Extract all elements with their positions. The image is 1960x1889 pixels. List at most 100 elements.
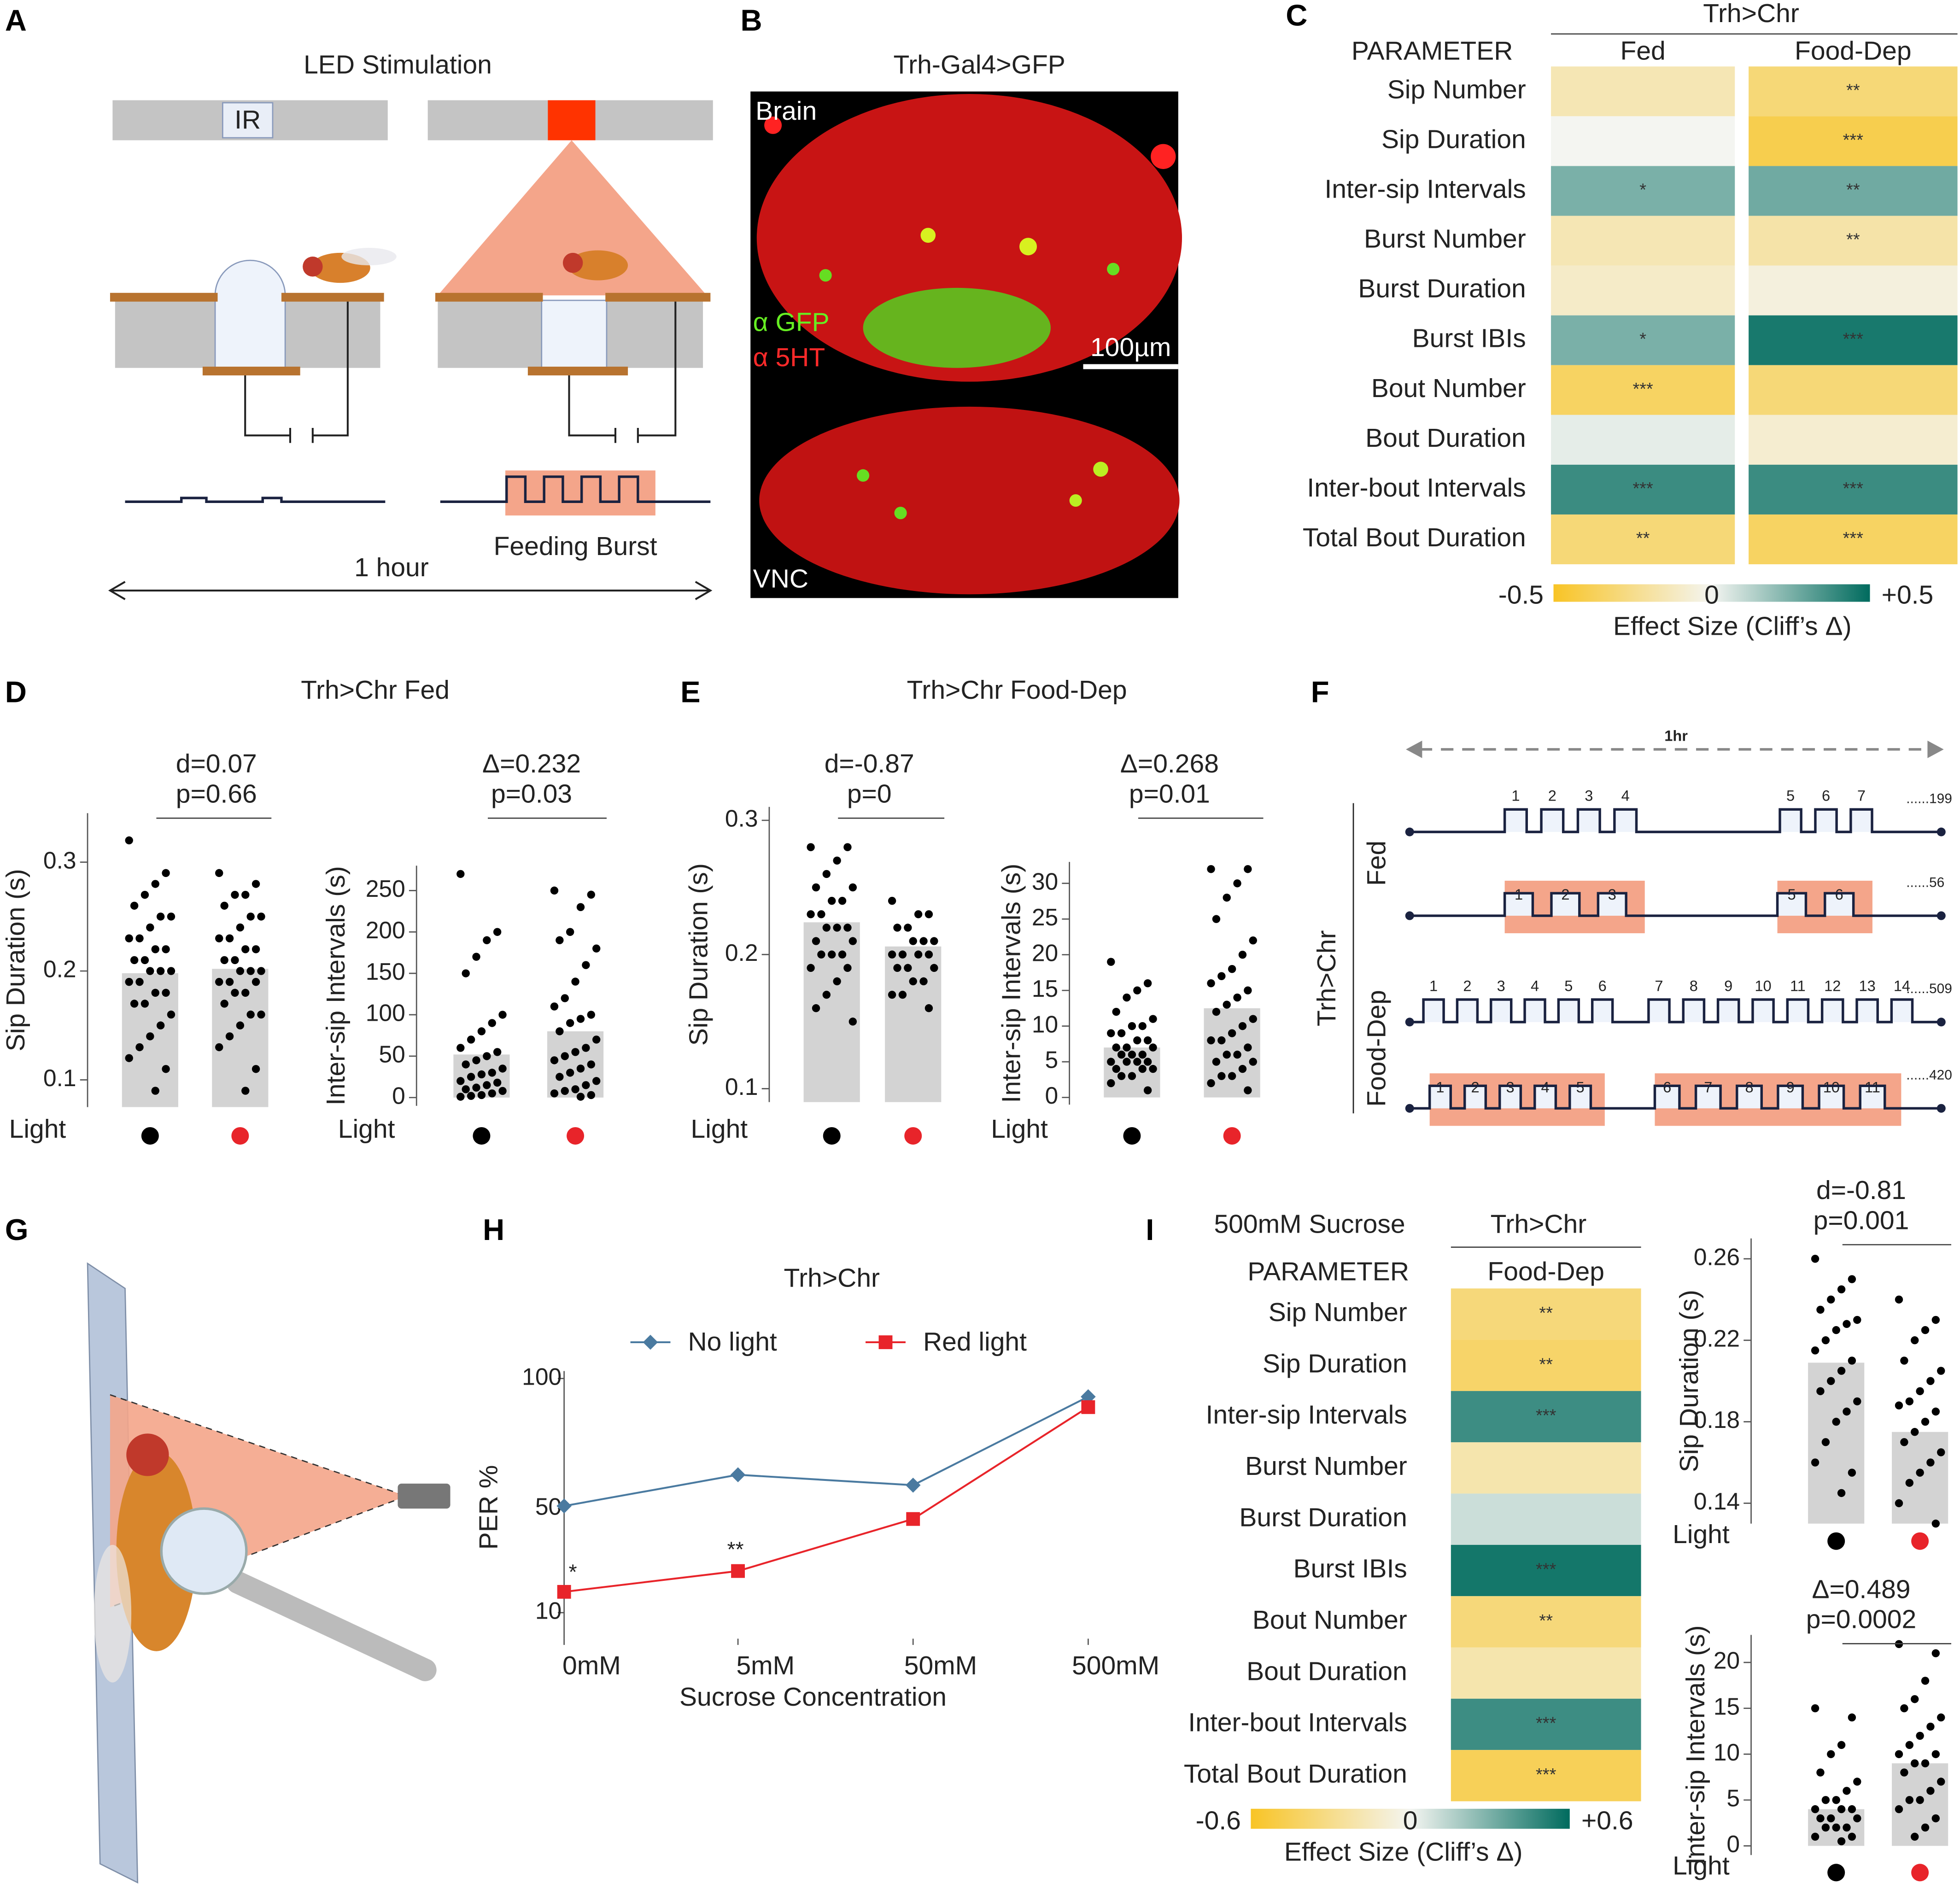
data-point <box>1138 1050 1147 1059</box>
panel-f: 1hr Trh>Chr Fed Food-Dep <box>1312 727 1944 1114</box>
data-point <box>561 1087 569 1095</box>
y-tick-label: 0 <box>1726 1831 1740 1857</box>
data-point <box>1123 1043 1131 1052</box>
heatmap-cell <box>1749 464 1958 515</box>
y-tick-label: 0.22 <box>1694 1325 1740 1351</box>
x-axis-label: Light <box>1673 1851 1730 1881</box>
y-tick-label: 15 <box>1714 1693 1740 1719</box>
stain-label: α GFP <box>753 308 830 337</box>
data-point <box>241 1087 250 1095</box>
data-point <box>898 950 907 959</box>
stat-label: Δ=0.268 <box>1120 749 1219 778</box>
data-point <box>566 1019 574 1027</box>
data-point <box>924 950 933 959</box>
data-point <box>1107 1058 1115 1066</box>
heatmap-cell <box>1749 415 1958 465</box>
data-point <box>156 1021 165 1029</box>
data-point <box>1931 1649 1940 1657</box>
gfp-signal <box>1019 238 1037 256</box>
data-point <box>1811 1346 1820 1355</box>
header-label: PARAMETER <box>1352 36 1513 65</box>
data-point <box>914 910 923 918</box>
significance: ** <box>1846 81 1860 100</box>
data-point <box>582 961 590 969</box>
sip-fill <box>1822 999 1843 1022</box>
row-label: Inter-bout Intervals <box>1307 473 1526 503</box>
sip-fill <box>1819 1086 1844 1109</box>
sip-number: 1 <box>1515 886 1523 903</box>
colorbar-tick-label: 0 <box>1403 1806 1418 1836</box>
data-point <box>498 1011 507 1019</box>
data-point <box>252 1065 260 1073</box>
data-point <box>888 990 896 999</box>
time-arrow <box>108 581 713 600</box>
data-point <box>130 901 139 910</box>
group-marker <box>567 1127 585 1145</box>
y-tick-label: 0.26 <box>1694 1243 1740 1270</box>
significance: * <box>1639 330 1646 349</box>
data-point <box>1811 1832 1820 1841</box>
electrode <box>605 292 711 302</box>
data-point <box>1937 1367 1945 1375</box>
data-point <box>1233 1050 1241 1059</box>
data-point <box>550 1089 559 1098</box>
data-point <box>843 964 852 972</box>
x-tick-label: 5mM <box>736 1651 795 1680</box>
trace <box>125 497 386 503</box>
scale-bar <box>1083 364 1178 369</box>
data-point <box>1900 1768 1908 1777</box>
data-point <box>140 956 149 965</box>
data-point <box>156 912 165 921</box>
data-point <box>904 964 912 972</box>
sip-number: 2 <box>1548 788 1556 804</box>
significance: *** <box>1632 479 1653 498</box>
data-point <box>582 1081 590 1089</box>
data-point <box>1832 1326 1840 1334</box>
sip-fill <box>1778 1086 1803 1109</box>
sip-fill <box>1850 809 1872 832</box>
row-label: Burst Duration <box>1239 1503 1407 1532</box>
sip-number: 7 <box>1655 977 1663 994</box>
stain-label: α 5HT <box>753 343 825 372</box>
data-point <box>556 1027 564 1035</box>
sip-fill <box>1752 999 1774 1022</box>
y-axis-label: Inter-sip Intervals (s) <box>997 864 1026 1103</box>
column-label: Food-Dep <box>1487 1257 1604 1287</box>
data-point <box>1905 1397 1913 1406</box>
heatmap-cell <box>1551 464 1735 515</box>
data-point <box>556 1498 572 1514</box>
panel-label: H <box>483 1213 504 1246</box>
data-point <box>930 937 938 945</box>
data-point <box>1900 1438 1908 1446</box>
y-tick-label: 5 <box>1726 1784 1740 1811</box>
stat-label: Δ=0.489 <box>1812 1574 1910 1604</box>
y-tick-label: 0.3 <box>43 847 76 873</box>
data-point <box>140 1000 149 1008</box>
sip-number: 4 <box>1531 977 1539 994</box>
significance: ** <box>1539 1611 1553 1631</box>
group-marker <box>1123 1127 1141 1145</box>
sip-number: 1 <box>1436 1079 1444 1095</box>
column-label: Fed <box>1621 36 1666 65</box>
sip-number: 2 <box>1463 977 1471 994</box>
data-point <box>812 883 820 892</box>
data-point <box>730 1467 746 1483</box>
trace-end <box>1937 827 1946 836</box>
data-point <box>1895 1295 1903 1304</box>
y-axis-label: Inter-sip Intervals (s) <box>1681 1626 1710 1865</box>
y-tick-label: 100 <box>366 1000 405 1026</box>
data-point <box>843 924 852 932</box>
data-point <box>1827 1295 1835 1304</box>
total-count: ......420 <box>1906 1068 1952 1083</box>
data-point <box>1149 1064 1157 1073</box>
data-point <box>467 1035 475 1044</box>
ir-label: IR <box>234 105 261 135</box>
sip-fill <box>1429 1086 1451 1109</box>
significance: ** <box>1539 1355 1553 1374</box>
data-point <box>566 1069 574 1077</box>
data-point <box>493 928 502 936</box>
data-point <box>151 880 159 888</box>
y-tick-label: 20 <box>1714 1647 1740 1674</box>
data-point <box>587 1091 595 1099</box>
data-point <box>893 964 901 972</box>
